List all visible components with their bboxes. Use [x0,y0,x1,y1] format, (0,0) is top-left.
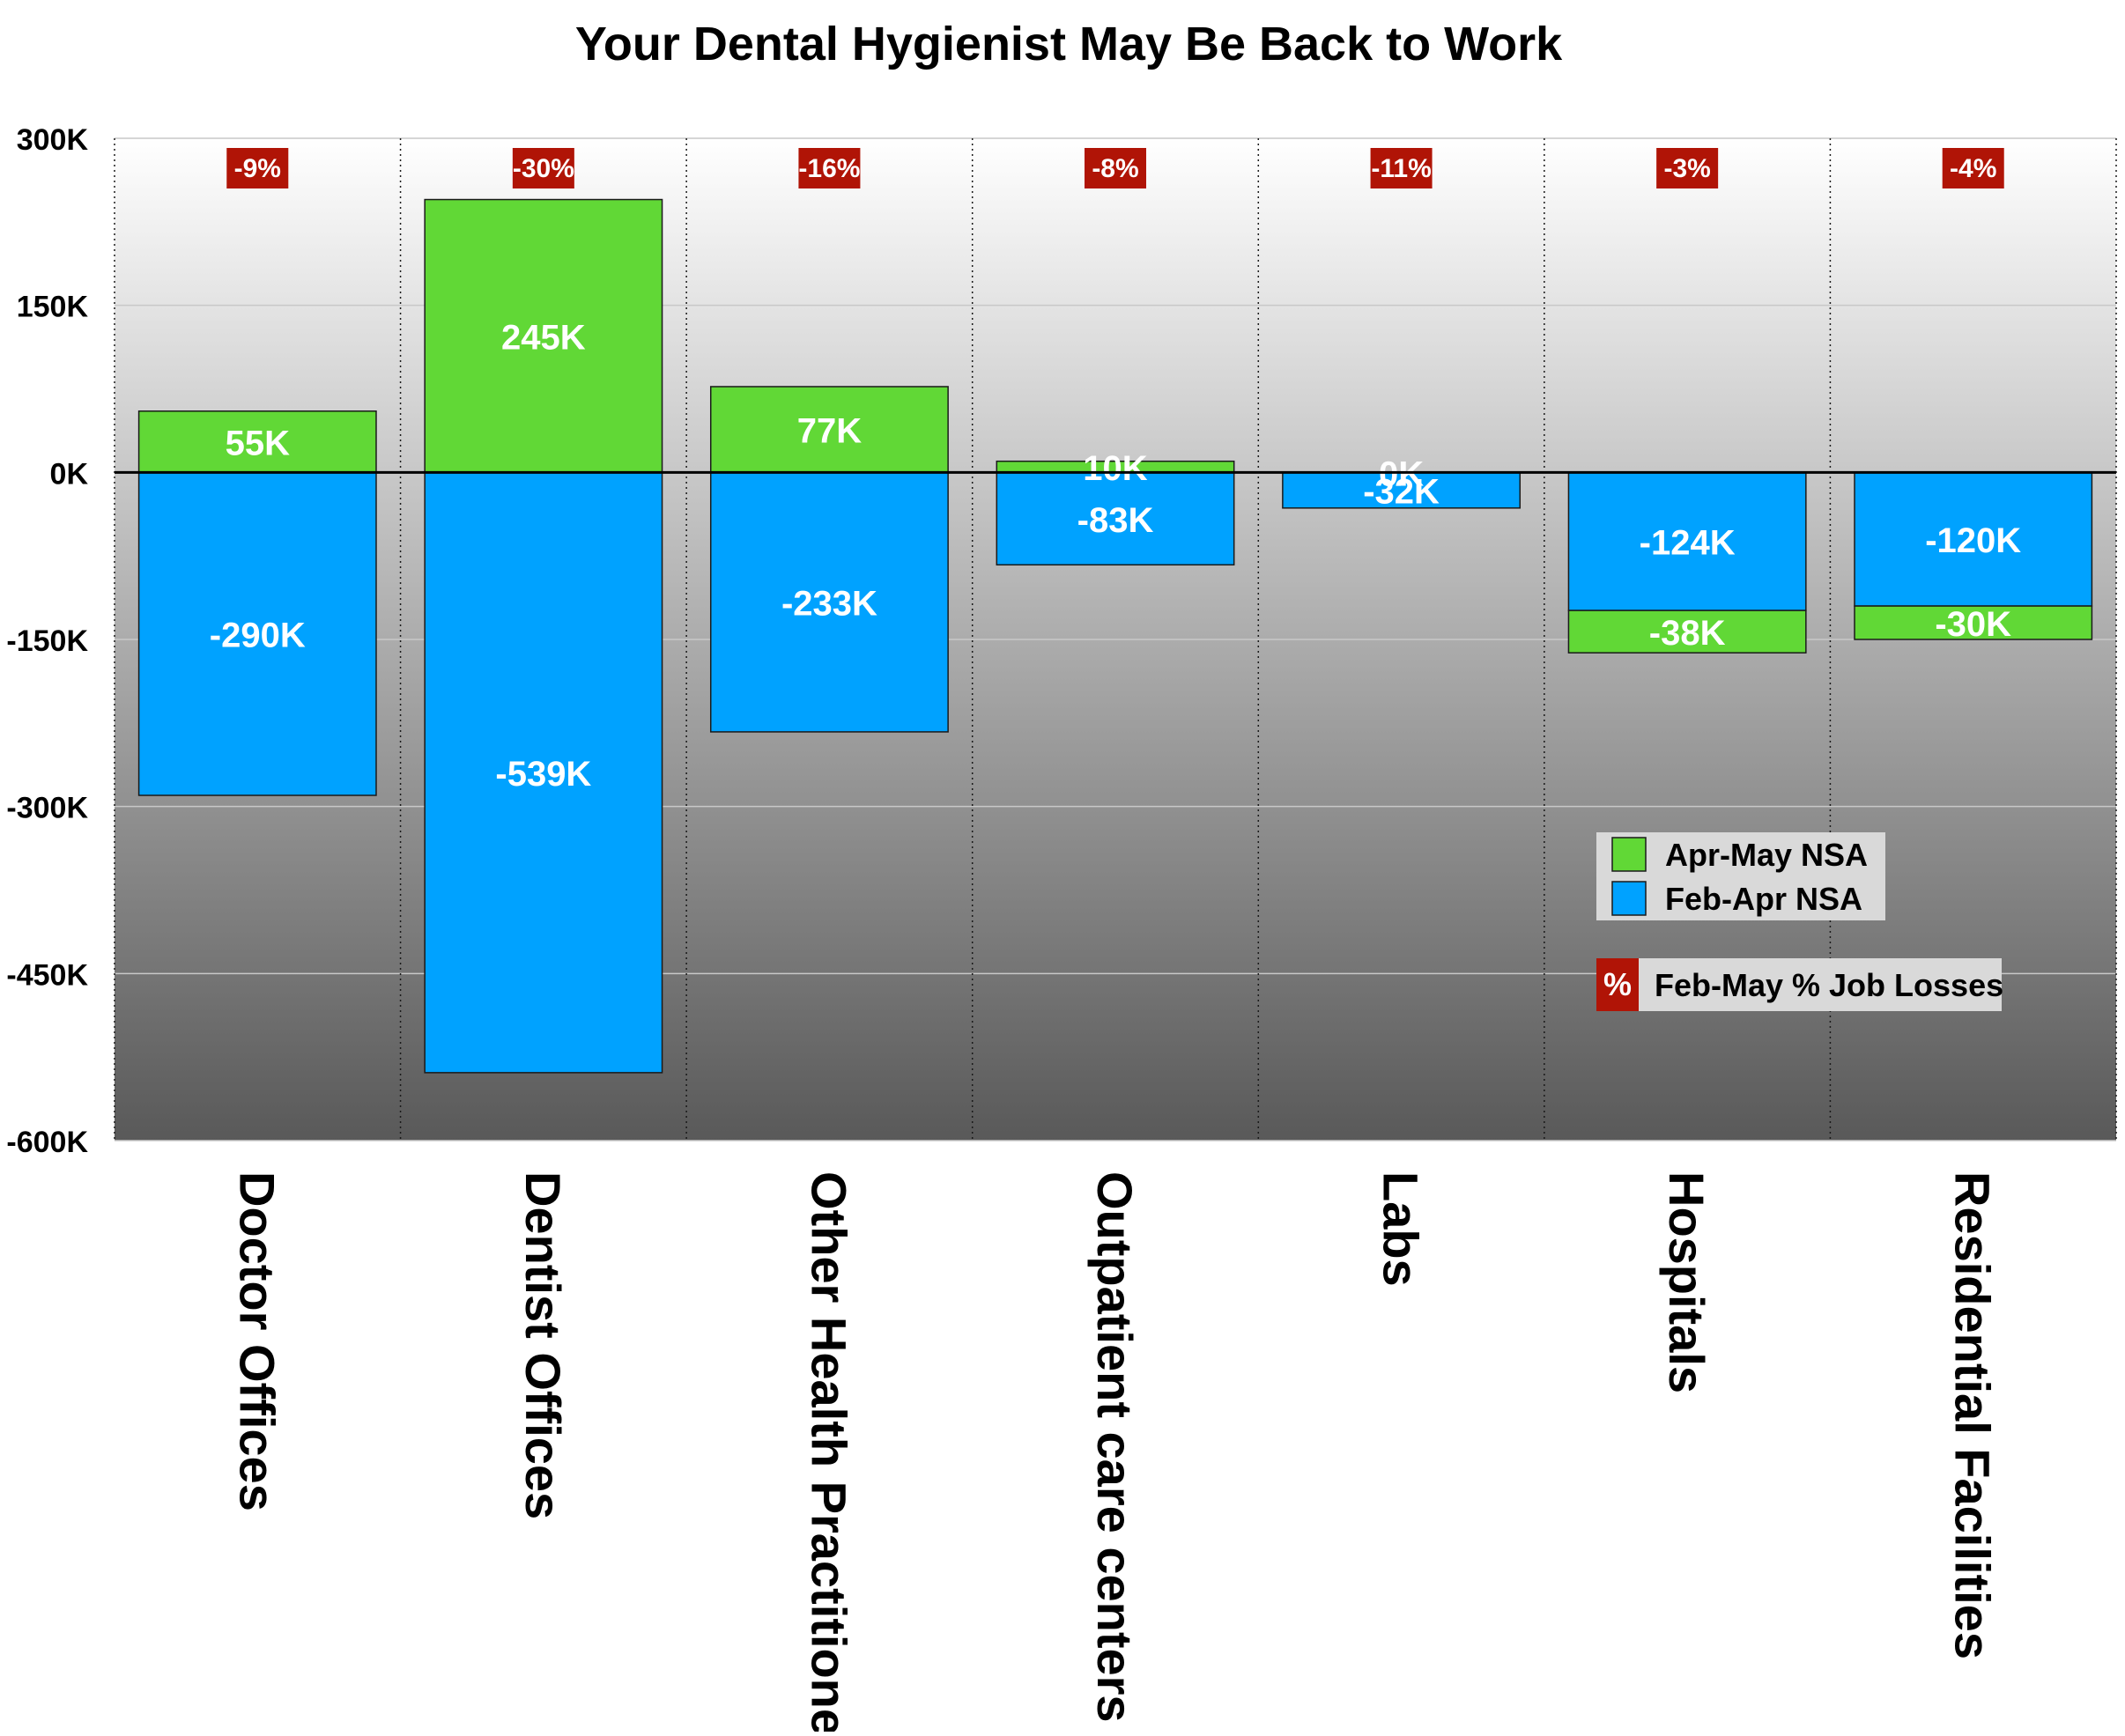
pct-badge [1085,148,1146,188]
legend-pct-label: Feb-May % Job Losses [1655,967,2003,1003]
pct-badge [1942,148,2004,188]
pct-badge [226,148,289,188]
x-category-label: Other Health Practitioners [801,1171,856,1732]
y-tick-label: -450K [6,958,88,992]
bar-apr-may [424,198,663,474]
pct-badge-label: -16% [798,154,860,183]
bar-apr-may [1567,609,1807,654]
data-label-feb-apr: -124K [1640,524,1736,563]
y-tick-label: -600K [6,1126,88,1159]
legend-swatch-feb-apr [1611,881,1647,916]
pct-badge-label: -4% [1950,154,1996,183]
pct-badge-label: -30% [513,154,574,183]
y-tick-label: 150K [17,291,89,324]
bar-feb-apr [1282,471,1522,509]
pct-badge-label: -3% [1663,154,1710,183]
data-label-feb-apr: -83K [1077,501,1154,540]
pct-badge [512,148,574,188]
bar-feb-apr [1567,471,1807,611]
legend-label-apr-may: Apr-May NSA [1665,837,1868,873]
pct-badge-label: -8% [1092,154,1138,183]
legend-pct-swatch [1596,958,1639,1011]
x-category-label: Labs [1373,1171,1429,1287]
y-tick-label: -300K [6,792,88,825]
pct-badge [1370,148,1433,188]
legend-label-feb-apr: Feb-Apr NSA [1665,881,1862,917]
data-label-apr-may: 77K [797,412,862,451]
pct-badge-label: -9% [234,154,281,183]
pct-badge [798,148,861,188]
bar-apr-may [1854,605,2093,640]
legend-pct-box [1596,958,2002,1011]
data-label-feb-apr: -32K [1363,473,1440,512]
data-label-feb-apr: -539K [495,755,591,794]
bar-feb-apr [1854,471,2093,607]
x-category-label: Doctor Offices [229,1171,285,1511]
chart-title: Your Dental Hygienist May Be Back to Wor… [575,18,1563,70]
data-label-feb-apr: -233K [781,585,877,624]
bar-apr-may [709,386,949,474]
data-label-apr-may: -38K [1649,614,1726,653]
pct-badge-label: -11% [1371,154,1431,183]
bar-feb-apr [424,471,663,1074]
data-label-apr-may: 245K [501,318,586,357]
pct-badge [1656,148,1719,188]
x-category-label: Outpatient care centers [1087,1171,1143,1723]
data-label-apr-may: 0K [1379,454,1424,493]
y-tick-label: -150K [6,624,88,658]
data-label-apr-may: 55K [226,425,290,463]
x-category-label: Dentist Offices [515,1171,571,1519]
y-tick-label: 300K [17,123,89,157]
x-category-label: Residential Facilities [1945,1171,2001,1659]
data-label-apr-may: 10K [1083,449,1147,488]
data-label-feb-apr: -120K [1925,521,2021,560]
x-category-label: Hospitals [1659,1171,1714,1393]
bar-feb-apr [137,471,377,796]
data-label-feb-apr: -290K [210,617,306,655]
y-tick-label: 0K [50,457,89,491]
data-label-apr-may: -30K [1935,605,2011,644]
legend-pct-symbol: % [1603,966,1632,1002]
legend-swatch-apr-may [1611,837,1647,872]
